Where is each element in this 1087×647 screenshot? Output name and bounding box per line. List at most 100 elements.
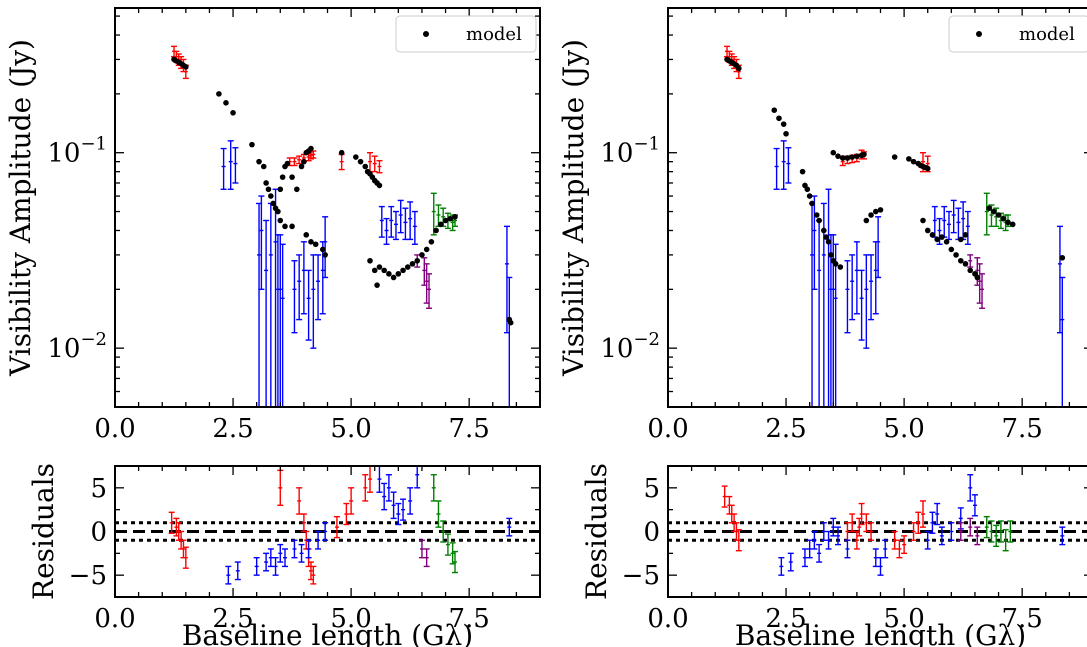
plot-area [171, 45, 514, 407]
errorbar-blue [402, 207, 409, 241]
model-point [367, 257, 373, 264]
legend-marker [423, 31, 429, 37]
model-point [771, 107, 778, 113]
errorbar-blue [400, 498, 407, 521]
model-point [433, 227, 439, 234]
model-point [910, 158, 917, 165]
errorbar-green [430, 474, 437, 502]
errorbar-green [997, 520, 1004, 543]
y-tick-label: 10−1 [47, 134, 107, 169]
errorbar-blue [816, 219, 823, 407]
errorbar-blue [844, 539, 851, 559]
errorbar-blue [414, 466, 421, 489]
model-point [256, 158, 262, 165]
errorbar-red [180, 539, 187, 559]
errorbar-blue [924, 530, 931, 550]
model-point [376, 264, 383, 270]
x-axis-label: Baseline length (Gλ) [182, 619, 473, 647]
errorbar-blue [853, 241, 860, 315]
errorbar-blue [832, 243, 839, 407]
errorbar-red [920, 500, 926, 528]
panel-left-top: 0.0 2.5 5.0 7.5 10−2 10−1 Visibility Amplitude… [4, 7, 541, 444]
errorbar-red [863, 513, 870, 533]
errorbar-red [333, 515, 340, 539]
model-point [991, 208, 997, 215]
model-point [821, 227, 827, 234]
model-point [872, 208, 879, 215]
errorbar-blue [315, 254, 322, 321]
errorbar-blue [844, 260, 851, 334]
model-point [783, 130, 789, 137]
y-axis-label: Visibility Amplitude (Jy) [557, 39, 590, 377]
errorbar-blue [787, 552, 794, 572]
errorbar-blue [322, 216, 329, 279]
model-point [428, 239, 435, 245]
model-point [395, 271, 402, 277]
errorbar-red [376, 160, 383, 174]
model-point [776, 115, 782, 122]
errorbar-red [367, 466, 373, 493]
errorbar-blue [882, 539, 889, 559]
errorbar-blue [875, 216, 882, 279]
model-point [799, 168, 806, 175]
model-point [995, 212, 1002, 218]
errorbar-blue [291, 260, 298, 334]
errorbar-blue [277, 543, 284, 563]
errorbar-purple [974, 526, 981, 546]
model-point [1005, 219, 1011, 226]
errorbar-blue [868, 254, 875, 321]
errorbar-blue [390, 491, 397, 520]
model-point [438, 221, 444, 228]
errorbar-blue [863, 254, 870, 349]
errorbar-blue [310, 254, 317, 349]
errorbar-blue [392, 210, 399, 241]
errorbar-red [348, 487, 355, 515]
errorbar-blue [872, 548, 879, 568]
errorbar-red [277, 469, 284, 506]
errorbar-green [988, 520, 995, 543]
errorbar-blue [220, 147, 227, 190]
model-point [338, 149, 345, 156]
errorbar-blue [964, 210, 971, 245]
errorbar-blue [234, 561, 241, 581]
errorbar-blue [227, 140, 234, 190]
model-point [823, 234, 829, 240]
model-point [809, 200, 815, 207]
errorbar-blue [296, 254, 303, 321]
errorbar-red [858, 502, 865, 526]
model-point [967, 267, 974, 274]
model-point [1059, 254, 1066, 261]
errorbar-blue [858, 269, 865, 341]
model-point [357, 158, 364, 165]
panel-left-bottom: 0.0 2.5 5.0 7.5 5 0 −5 Residuals Baseline length… [27, 463, 541, 647]
model-point [414, 257, 421, 264]
model-point [929, 232, 936, 238]
errorbar-red [901, 535, 908, 555]
model-point [183, 64, 189, 70]
errorbar-blue [811, 195, 818, 291]
errorbar-blue [955, 207, 962, 241]
model-point [924, 227, 931, 234]
errorbar-purple [426, 273, 433, 309]
errorbar-red [896, 539, 903, 559]
errorbar-green [983, 192, 990, 236]
model-point [825, 239, 832, 245]
errorbar-red [362, 474, 369, 502]
model-point [442, 217, 449, 224]
model-point [974, 274, 981, 281]
x-tick-label: 2.5 [765, 604, 806, 634]
x-tick-label: 5.0 [883, 414, 924, 444]
model-point [1009, 221, 1016, 228]
x-axis-label: Baseline length (Gλ) [735, 619, 1026, 647]
errorbar-blue [849, 254, 856, 321]
model-point [832, 261, 839, 267]
x-tick-label: 0.0 [94, 604, 135, 634]
model-point [863, 217, 870, 224]
errorbar-blue [272, 557, 279, 576]
errorbar-blue [305, 539, 312, 559]
model-point [868, 212, 874, 218]
errorbar-blue [407, 201, 414, 241]
model-point [507, 319, 514, 326]
model-point [303, 232, 310, 238]
y-tick-label: 0 [90, 518, 107, 548]
